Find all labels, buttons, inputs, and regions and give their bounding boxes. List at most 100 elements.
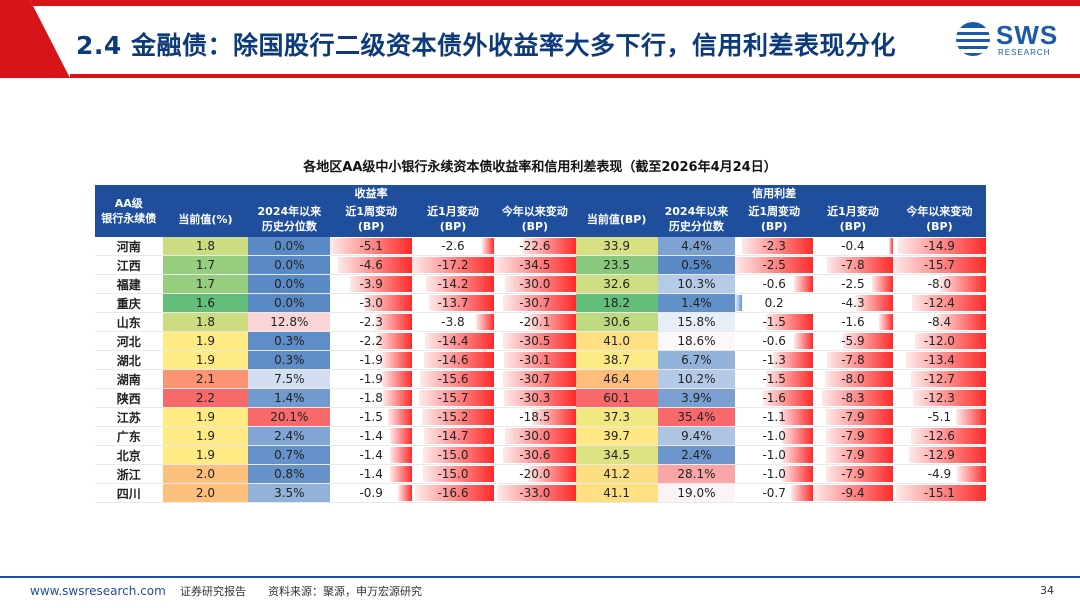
change-cell: -1.5 bbox=[735, 369, 814, 389]
cell-value: 38.7 bbox=[603, 353, 630, 367]
cell-value: -12.6 bbox=[923, 429, 955, 443]
cell-value: 41.0 bbox=[603, 334, 630, 348]
data-bar bbox=[330, 238, 413, 254]
change-cell: -0.4 bbox=[813, 237, 893, 256]
data-bar bbox=[794, 276, 814, 292]
cell-value: 23.5 bbox=[603, 258, 630, 272]
data-bar bbox=[502, 371, 576, 387]
data-bar bbox=[778, 409, 814, 425]
change-cell: -15.1 bbox=[892, 483, 986, 503]
cell-value: 41.1 bbox=[603, 486, 630, 500]
cell-value: 19.0% bbox=[677, 486, 716, 500]
region-cell: 湖北 bbox=[95, 350, 163, 370]
cell-value: -30.7 bbox=[519, 296, 551, 310]
cell-value: -9.4 bbox=[841, 486, 865, 500]
cell-value: 湖南 bbox=[116, 372, 141, 387]
current-spread-cell: 33.9 bbox=[575, 237, 658, 256]
spread-percentile-cell: 2.4% bbox=[657, 445, 736, 465]
cell-value: 20.1% bbox=[270, 410, 309, 424]
change-cell: -1.4 bbox=[330, 445, 413, 465]
change-cell: -8.0 bbox=[813, 369, 893, 389]
cell-value: 1.9 bbox=[195, 353, 215, 367]
region-cell: 江苏 bbox=[95, 407, 163, 427]
spread-percentile-cell: 1.4% bbox=[657, 293, 736, 313]
change-cell: -30.3 bbox=[493, 388, 576, 408]
data-bar bbox=[826, 352, 893, 368]
cell-value: -1.3 bbox=[762, 353, 786, 367]
cell-value: 32.6 bbox=[603, 277, 630, 291]
footer-doc-type: 证券研究报告 bbox=[180, 585, 246, 598]
change-cell: -1.0 bbox=[735, 445, 814, 465]
change-cell: -8.3 bbox=[813, 388, 893, 408]
cell-value: -2.5 bbox=[841, 277, 865, 291]
yield-percentile-cell: 3.5% bbox=[248, 483, 331, 503]
change-cell: -30.0 bbox=[493, 274, 576, 294]
current-spread-cell: 46.4 bbox=[575, 369, 658, 389]
cell-value: 1.7 bbox=[195, 258, 215, 272]
yield-percentile-cell: 0.0% bbox=[248, 255, 331, 275]
cell-value: -7.9 bbox=[841, 410, 865, 424]
region-cell: 重庆 bbox=[95, 293, 163, 313]
data-bar bbox=[896, 485, 986, 501]
cell-value: -13.7 bbox=[437, 296, 469, 310]
data-bar bbox=[412, 257, 494, 273]
data-bar bbox=[504, 352, 576, 368]
change-cell: -0.6 bbox=[735, 331, 814, 351]
cell-value: -3.0 bbox=[359, 296, 383, 310]
change-cell: -15.2 bbox=[412, 407, 494, 427]
cell-value: -14.9 bbox=[923, 239, 955, 253]
yield-percentile-cell: 0.0% bbox=[248, 293, 331, 313]
cell-value: 6.7% bbox=[681, 353, 712, 367]
cell-value: 四川 bbox=[116, 486, 141, 501]
data-bar bbox=[426, 276, 494, 292]
spread-percentile-cell: 10.3% bbox=[657, 274, 736, 294]
cell-value: -14.7 bbox=[437, 429, 469, 443]
spread-percentile-cell: 35.4% bbox=[657, 407, 736, 427]
data-bar bbox=[389, 447, 413, 463]
change-cell: -0.6 bbox=[735, 274, 814, 294]
cell-value: -2.5 bbox=[762, 258, 786, 272]
cell-value: -0.6 bbox=[762, 334, 786, 348]
current-yield-cell: 1.9 bbox=[162, 426, 249, 446]
data-bar bbox=[481, 238, 494, 254]
cell-value: 0.7% bbox=[274, 448, 305, 462]
cell-value: -8.4 bbox=[927, 315, 952, 329]
change-cell: -5.1 bbox=[330, 237, 413, 256]
data-bar bbox=[791, 485, 814, 501]
cell-value: -1.6 bbox=[841, 315, 865, 329]
spread-percentile-cell: 4.4% bbox=[657, 237, 736, 256]
data-bar bbox=[424, 352, 494, 368]
data-bar bbox=[504, 276, 576, 292]
yield-percentile-cell: 1.4% bbox=[248, 388, 331, 408]
change-cell: -15.6 bbox=[412, 369, 494, 389]
cell-value: -7.9 bbox=[841, 467, 865, 481]
change-cell: -30.6 bbox=[493, 445, 576, 465]
cell-value: 3.9% bbox=[681, 391, 712, 405]
change-cell: -3.9 bbox=[330, 274, 413, 294]
cell-value: -5.1 bbox=[359, 239, 383, 253]
current-yield-cell: 1.7 bbox=[162, 255, 249, 275]
cell-value: -12.0 bbox=[923, 334, 955, 348]
data-bar bbox=[911, 428, 986, 444]
footer-source: 资料来源：聚源，申万宏源研究 bbox=[268, 585, 422, 598]
logo-icon bbox=[956, 22, 990, 56]
table-row: 山东 1.8 12.8% -2.3 -3.8 -20.1 30.6 15.8% -1.5 -1.6… bbox=[95, 312, 986, 332]
data-bar bbox=[825, 466, 893, 482]
cell-value: 4.4% bbox=[681, 239, 712, 253]
cell-value: -0.4 bbox=[841, 239, 865, 253]
cell-value: -1.4 bbox=[359, 429, 383, 443]
change-cell: -1.5 bbox=[330, 407, 413, 427]
cell-value: -2.6 bbox=[441, 239, 465, 253]
header-1m: 近1月变动 (BP) bbox=[412, 201, 494, 237]
change-cell: -14.9 bbox=[892, 237, 986, 256]
footer-divider bbox=[0, 576, 1080, 578]
data-bar bbox=[503, 447, 576, 463]
data-bar bbox=[497, 485, 576, 501]
data-bar bbox=[913, 390, 986, 406]
cell-value: 41.2 bbox=[603, 467, 630, 481]
footer-url[interactable]: www.swsresearch.com bbox=[30, 584, 166, 598]
cell-value: 60.1 bbox=[603, 391, 630, 405]
cell-value: 1.6 bbox=[195, 296, 215, 310]
change-cell: -7.9 bbox=[813, 407, 893, 427]
change-cell: -13.7 bbox=[412, 293, 494, 313]
